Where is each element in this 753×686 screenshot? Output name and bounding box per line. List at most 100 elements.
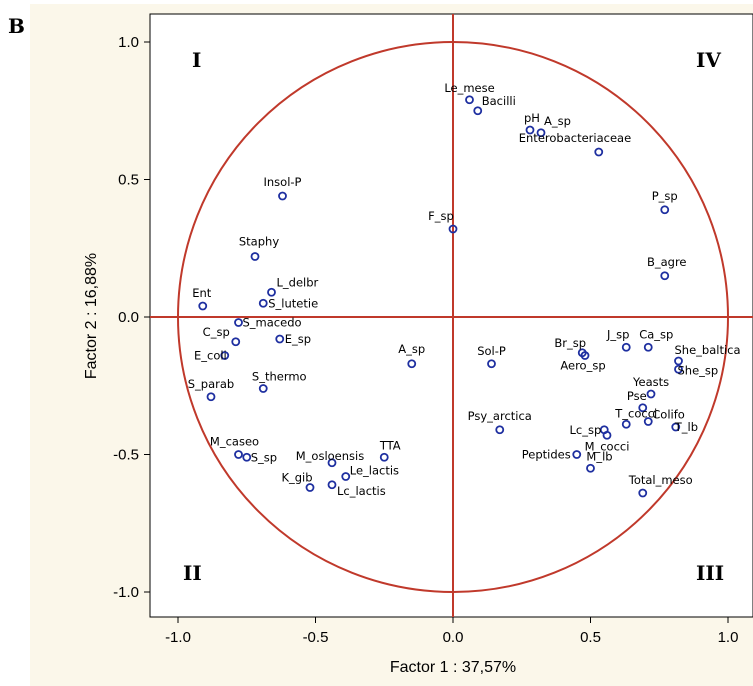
point-label: She_baltica — [675, 343, 741, 357]
scatter-point — [407, 359, 417, 369]
scatter-point — [250, 252, 260, 261]
scatter-point — [379, 452, 389, 462]
scatter-point — [621, 342, 631, 352]
point-label: T_cocci — [614, 406, 657, 420]
point-label: P_sp — [652, 189, 678, 203]
scatter-point — [674, 364, 683, 374]
point-label: Enterobacteriaceae — [519, 131, 631, 145]
point-label: TTA — [379, 438, 401, 452]
point-label: S_macedo — [243, 316, 302, 330]
scatter-point — [220, 351, 230, 360]
scatter-point — [234, 318, 243, 327]
point-label: L_delbr — [277, 275, 319, 289]
point-label: She_sp — [678, 363, 719, 377]
point-label: T_lb — [674, 420, 698, 434]
y-tick-label: -1.0 — [113, 584, 139, 601]
point-label: K_gib — [281, 471, 312, 485]
scatter-point — [267, 287, 276, 297]
scatter-point — [242, 452, 252, 462]
scatter-point — [234, 450, 243, 459]
scatter-point — [638, 403, 648, 413]
scatter-point — [660, 205, 670, 215]
point-label: A_sp — [398, 342, 425, 356]
point-label: Aero_sp — [560, 359, 605, 373]
y-tick-label: 1.0 — [118, 34, 139, 51]
scatter-point — [580, 351, 590, 360]
point-label: J_sp — [606, 327, 629, 341]
x-tick-label: 0.0 — [443, 629, 464, 646]
scatter-point — [646, 389, 656, 399]
point-label: E_coli — [194, 349, 227, 363]
quadrant-label: IV — [696, 48, 721, 72]
point-label: Le_lactis — [350, 464, 399, 478]
scatter-point — [258, 298, 268, 308]
point-label: Ca_sp — [639, 327, 673, 341]
point-label: M_cocci — [585, 439, 630, 453]
scatter-point — [621, 419, 631, 429]
point-label: pH — [524, 111, 540, 125]
scatter-point — [278, 191, 287, 201]
quadrant-label: III — [696, 561, 724, 585]
scatter-point — [643, 417, 653, 426]
point-label: A_sp — [544, 114, 571, 128]
point-label: S_thermo — [252, 370, 307, 384]
scatter-point — [258, 384, 268, 393]
y-axis-label: Factor 2 : 16,88% — [83, 253, 100, 379]
scatter-point — [674, 356, 683, 366]
point-label: Lc_lactis — [337, 484, 386, 498]
point-label: Le_mese — [444, 81, 494, 95]
scatter-point — [602, 430, 612, 440]
scatter-point — [327, 458, 337, 468]
x-tick-label: -0.5 — [303, 629, 329, 646]
point-label: M_caseo — [210, 435, 259, 449]
point-label: F_sp — [428, 209, 454, 223]
x-tick-label: 1.0 — [718, 629, 739, 646]
scatter-point — [487, 359, 496, 369]
scatter-point — [341, 472, 351, 481]
point-label: Staphy — [239, 235, 279, 249]
point-label: Total_meso — [628, 473, 693, 487]
point-label: B_agre — [647, 255, 687, 269]
scatter-point — [536, 128, 546, 138]
point-label: S_sp — [251, 450, 277, 464]
scatter-point — [586, 463, 595, 473]
point-label: Sol-P — [477, 344, 506, 358]
quadrant-label: II — [183, 561, 202, 585]
x-tick-label: 0.5 — [580, 629, 601, 646]
point-label: Br_sp — [554, 336, 586, 350]
x-tick-label: -1.0 — [165, 629, 191, 646]
point-label: S_parab — [188, 377, 234, 391]
y-tick-label: 0.5 — [118, 172, 139, 189]
y-tick-label: 0.0 — [118, 309, 139, 326]
point-label: E_sp — [285, 332, 311, 346]
scatter-point — [473, 106, 483, 116]
point-label: M_osloensis — [296, 449, 364, 463]
scatter-point — [525, 125, 535, 135]
scatter-point — [495, 425, 505, 435]
scatter-point — [448, 224, 458, 234]
point-label: Ent — [192, 286, 212, 300]
scatter-point — [594, 147, 604, 157]
point-label: Lc_sp — [569, 423, 601, 437]
point-label: M_lb — [586, 449, 612, 463]
quadrant-label: I — [192, 48, 201, 72]
x-axis-label: Factor 1 : 37,57% — [390, 659, 516, 676]
scatter-point — [327, 480, 337, 490]
scatter-point — [305, 483, 315, 492]
scatter-point — [671, 422, 681, 432]
point-label: Yeasts — [632, 375, 669, 389]
scatter-point — [206, 392, 216, 402]
scatter-point — [198, 301, 208, 311]
scatter-point — [643, 342, 653, 352]
scatter-point — [572, 450, 582, 459]
plot-area — [149, 13, 753, 618]
y-tick-label: -0.5 — [113, 447, 139, 464]
point-label: Pse — [627, 389, 647, 403]
point-label: C_sp — [203, 325, 230, 339]
scatter-point — [638, 488, 648, 498]
point-label: Colifo — [652, 408, 685, 422]
point-label: Psy_arctica — [468, 409, 532, 423]
scatter-point — [465, 95, 474, 105]
panel-label: B — [8, 14, 25, 38]
